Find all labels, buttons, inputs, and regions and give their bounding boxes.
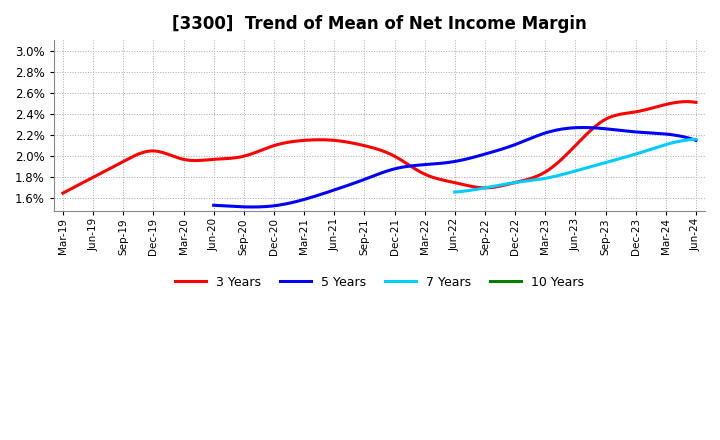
Legend: 3 Years, 5 Years, 7 Years, 10 Years: 3 Years, 5 Years, 7 Years, 10 Years bbox=[170, 271, 589, 294]
Title: [3300]  Trend of Mean of Net Income Margin: [3300] Trend of Mean of Net Income Margi… bbox=[172, 15, 587, 33]
